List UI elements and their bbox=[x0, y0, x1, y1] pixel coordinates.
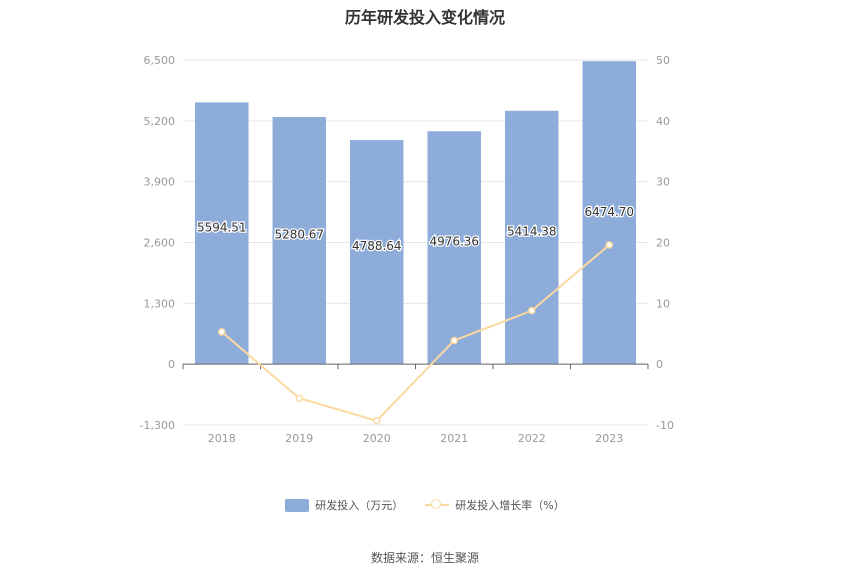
legend-line-marker bbox=[431, 499, 442, 509]
bar bbox=[427, 131, 481, 365]
y-left-tick-label: 0 bbox=[168, 358, 175, 371]
growth-point bbox=[605, 241, 613, 249]
x-tick-label: 2022 bbox=[518, 432, 546, 445]
x-tick-label: 2023 bbox=[595, 432, 623, 445]
bar-data-label: 5280.67 bbox=[274, 228, 324, 242]
bar bbox=[505, 110, 559, 365]
legend-label-bar: 研发投入（万元） bbox=[315, 499, 404, 512]
x-tick-label: 2018 bbox=[208, 432, 236, 445]
bar-data-label: 6474.70 bbox=[584, 205, 634, 219]
bar bbox=[272, 117, 326, 365]
y-right-tick-label: 20 bbox=[656, 237, 670, 250]
legend-line-swatch bbox=[425, 498, 450, 512]
growth-point bbox=[295, 394, 303, 402]
source-note: 数据来源：恒生聚源 bbox=[370, 551, 479, 565]
bar-data-label: 4976.36 bbox=[429, 235, 479, 249]
y-left-tick-label: 3,900 bbox=[144, 176, 176, 189]
growth-point bbox=[528, 306, 536, 315]
y-left-tick-label: 6,500 bbox=[144, 54, 176, 67]
x-tick-label: 2021 bbox=[440, 432, 468, 445]
bar bbox=[195, 102, 249, 365]
y-left-tick-label: -1,300 bbox=[140, 419, 175, 432]
y-right-tick-label: 30 bbox=[656, 176, 670, 189]
x-tick-label: 2019 bbox=[285, 432, 313, 445]
legend-label-line: 研发投入增长率（%） bbox=[455, 499, 565, 512]
growth-point bbox=[218, 328, 226, 336]
x-tick-label: 2020 bbox=[363, 432, 391, 445]
y-right-tick-label: 50 bbox=[656, 54, 670, 67]
bar-data-label: 4788.64 bbox=[352, 239, 402, 253]
legend-bar-swatch bbox=[285, 498, 310, 512]
legend: 研发投入（万元） 研发投入增长率（%） bbox=[0, 497, 850, 513]
legend-item-bar[interactable]: 研发投入（万元） bbox=[285, 497, 403, 513]
legend-item-line[interactable]: 研发投入增长率（%） bbox=[425, 497, 565, 513]
y-right-tick-label: 10 bbox=[656, 297, 670, 310]
y-right-tick-label: 0 bbox=[656, 358, 663, 371]
y-left-tick-label: 1,300 bbox=[144, 297, 176, 310]
bar-data-label: 5414.38 bbox=[507, 224, 557, 238]
growth-point bbox=[450, 336, 458, 345]
bar bbox=[582, 61, 636, 365]
y-left-tick-label: 5,200 bbox=[144, 115, 176, 128]
y-right-tick-label: -10 bbox=[656, 419, 674, 432]
y-right-tick-label: 40 bbox=[656, 115, 670, 128]
bar bbox=[350, 140, 404, 365]
y-left-tick-label: 2,600 bbox=[144, 237, 176, 250]
growth-line bbox=[221, 244, 610, 422]
growth-point bbox=[373, 416, 381, 425]
chart-title: 历年研发投入变化情况 bbox=[344, 8, 505, 27]
bar-data-label: 5594.51 bbox=[197, 220, 247, 234]
